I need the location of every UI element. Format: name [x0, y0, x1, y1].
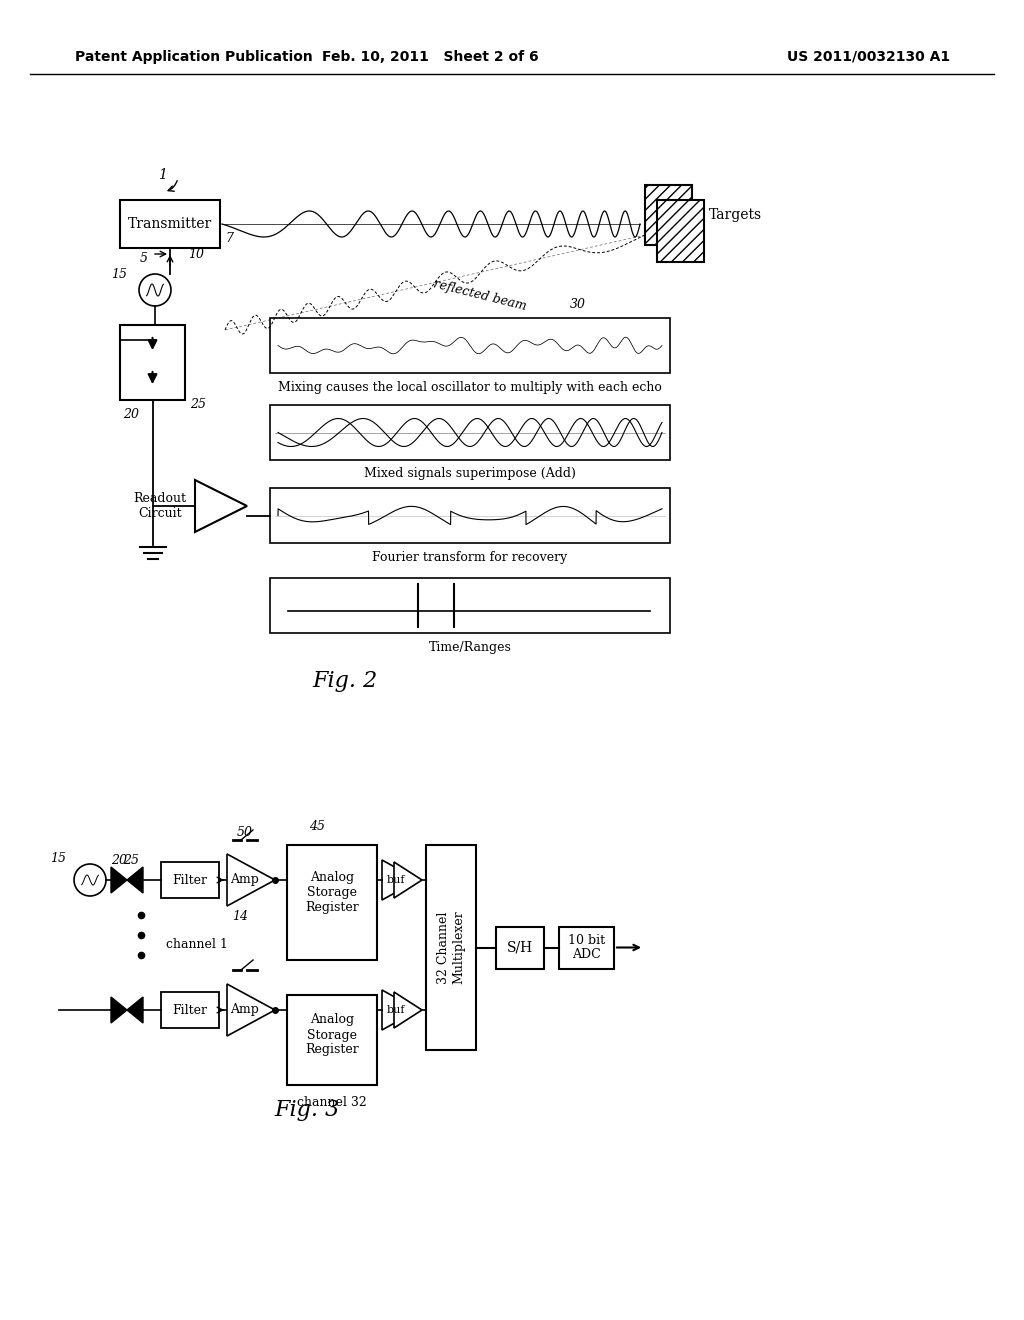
Text: Filter: Filter	[172, 874, 208, 887]
Text: Mixing causes the local oscillator to multiply with each echo: Mixing causes the local oscillator to mu…	[279, 380, 662, 393]
Text: channel 32: channel 32	[297, 1097, 367, 1110]
Bar	[120, 201, 220, 248]
Text: Analog
Storage
Register: Analog Storage Register	[305, 871, 358, 913]
Polygon shape	[382, 861, 418, 900]
Bar	[270, 405, 670, 459]
Text: 50: 50	[237, 825, 253, 838]
Bar	[559, 927, 614, 969]
Bar	[496, 927, 544, 969]
Text: Amp: Amp	[230, 1003, 259, 1016]
Bar	[270, 578, 670, 634]
Polygon shape	[195, 480, 247, 532]
Polygon shape	[227, 854, 275, 906]
Bar	[270, 318, 670, 374]
Text: Fig. 2: Fig. 2	[312, 671, 378, 692]
Polygon shape	[127, 867, 143, 894]
Polygon shape	[127, 997, 143, 1023]
Text: 10 bit
ADC: 10 bit ADC	[568, 933, 605, 961]
Text: Mixed signals superimpose (Add): Mixed signals superimpose (Add)	[365, 467, 575, 480]
Text: 10: 10	[188, 248, 204, 261]
Text: Transmitter: Transmitter	[128, 216, 212, 231]
Text: S/H: S/H	[507, 940, 534, 954]
Polygon shape	[394, 862, 422, 898]
Text: channel 1: channel 1	[166, 939, 228, 952]
Bar	[287, 845, 377, 960]
Text: 25: 25	[123, 854, 139, 866]
Text: 32 Channel
Multiplexer: 32 Channel Multiplexer	[437, 911, 465, 985]
Bar	[657, 201, 705, 261]
Text: 25: 25	[190, 399, 206, 412]
Polygon shape	[382, 990, 418, 1030]
Bar	[161, 993, 219, 1028]
Text: 15: 15	[50, 851, 66, 865]
Text: Amp: Amp	[230, 874, 259, 887]
Text: 45: 45	[309, 821, 325, 833]
Text: reflected beam: reflected beam	[432, 277, 528, 313]
Text: 14: 14	[232, 909, 248, 923]
Text: Filter: Filter	[172, 1003, 208, 1016]
Bar	[645, 185, 692, 246]
Polygon shape	[227, 983, 275, 1036]
Polygon shape	[394, 993, 422, 1028]
Bar	[426, 845, 476, 1049]
Text: Fourier transform for recovery: Fourier transform for recovery	[373, 550, 567, 564]
Text: Feb. 10, 2011   Sheet 2 of 6: Feb. 10, 2011 Sheet 2 of 6	[322, 50, 539, 63]
Text: US 2011/0032130 A1: US 2011/0032130 A1	[786, 50, 950, 63]
Polygon shape	[111, 867, 127, 894]
Text: Patent Application Publication: Patent Application Publication	[75, 50, 312, 63]
Bar	[120, 325, 185, 400]
Text: 15: 15	[111, 268, 127, 281]
Bar	[161, 862, 219, 898]
Text: Fig. 3: Fig. 3	[274, 1100, 340, 1121]
Text: 20: 20	[123, 408, 139, 421]
Text: buf: buf	[387, 1005, 406, 1015]
Text: Time/Ranges: Time/Ranges	[429, 640, 511, 653]
Text: buf: buf	[387, 875, 406, 884]
Text: 7: 7	[225, 231, 233, 244]
Polygon shape	[111, 997, 127, 1023]
Circle shape	[74, 865, 106, 896]
Circle shape	[139, 275, 171, 306]
Text: Targets: Targets	[709, 209, 762, 222]
Text: 1: 1	[158, 168, 167, 182]
Bar	[287, 995, 377, 1085]
Text: 30: 30	[570, 298, 586, 312]
Text: 5: 5	[140, 252, 148, 264]
Text: Readout
Circuit: Readout Circuit	[133, 492, 186, 520]
Bar	[270, 488, 670, 543]
Text: Analog
Storage
Register: Analog Storage Register	[305, 1014, 358, 1056]
Text: 20: 20	[111, 854, 127, 866]
